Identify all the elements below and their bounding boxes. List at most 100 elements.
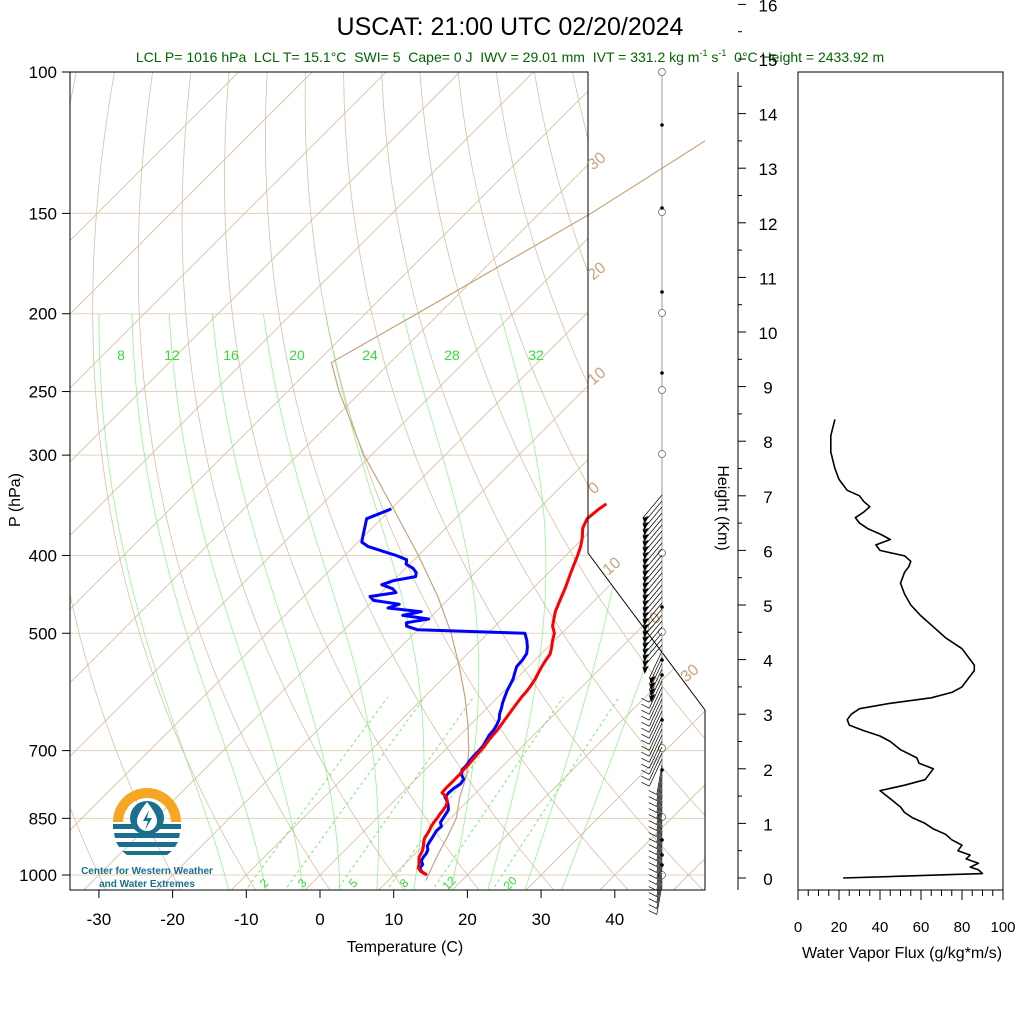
- wind-barb: [648, 878, 663, 909]
- height-tick-label: 12: [759, 215, 778, 234]
- subtitle-swi: SWI= 5: [354, 49, 401, 65]
- calm-wind-circle: [658, 68, 666, 76]
- logo-line2: and Water Extremes: [99, 879, 195, 890]
- wind-barb: [648, 854, 663, 885]
- isotherm-line: [70, 72, 313, 890]
- wind-barb: [649, 650, 663, 685]
- mixing-ratio-line: [430, 696, 564, 890]
- wind-barb: [648, 776, 663, 807]
- mixing-ratio-line: [283, 696, 426, 890]
- chart-subtitle: LCL P= 1016 hPa LCL T= 15.1°C SWI= 5 Cap…: [136, 48, 884, 65]
- wind-level-dot: [660, 371, 664, 375]
- pressure-tick-label: 500: [29, 624, 57, 643]
- wind-barb: [648, 848, 663, 879]
- temperature-tick-label: 0: [315, 910, 324, 929]
- subtitle-ivt-mid: s: [707, 49, 718, 65]
- height-tick-label: 4: [763, 652, 772, 671]
- moist-adiabat: [560, 313, 705, 890]
- moist-adiabat: [263, 313, 379, 890]
- temperature-tick-label: 10: [384, 910, 403, 929]
- wind-level-dot: [660, 206, 664, 210]
- wind-barb: [648, 794, 663, 825]
- moist-adiabat-label: 10: [600, 554, 625, 579]
- mixing-ratio-top-label: 12: [164, 347, 180, 363]
- flux-tick-label: 80: [954, 919, 971, 936]
- isotherm-line: [70, 72, 534, 890]
- subtitle-lcl-t: LCL T= 15.1°C: [254, 49, 346, 65]
- height-tick-label: 13: [759, 160, 778, 179]
- height-tick-label: 2: [763, 761, 772, 780]
- temperature-tick-label: -20: [160, 910, 185, 929]
- dewpoint-profile-line: [360, 507, 529, 877]
- skewt-profiles: [330, 140, 705, 881]
- wind-level-dot: [660, 290, 664, 294]
- wind-level-dot: [660, 123, 664, 127]
- isotherm-line: [81, 72, 705, 890]
- chart-title: USCAT: 21:00 UTC 02/20/2024: [337, 13, 684, 41]
- dry-adiabat: [304, 72, 631, 890]
- parcel-path-line: [330, 140, 705, 881]
- moist-adiabat-label: 20: [585, 259, 610, 284]
- flux-tick-label: 60: [913, 919, 930, 936]
- height-tick-label: 7: [763, 488, 772, 507]
- wind-barb: [648, 836, 663, 867]
- pressure-tick-label: 1000: [19, 866, 57, 885]
- height-tick-label: 6: [763, 542, 772, 561]
- calm-wind-circle: [658, 386, 666, 394]
- temperature-profile-line: [416, 502, 608, 877]
- wind-barb: [641, 734, 663, 763]
- isotherm-line: [70, 72, 461, 890]
- height-tick-label: 10: [759, 324, 778, 343]
- wind-barb: [641, 752, 663, 781]
- subtitle-lcl-p: LCL P= 1016 hPa: [136, 49, 247, 65]
- height-tick-label: 0: [763, 870, 772, 889]
- isotherm-line: [70, 72, 682, 890]
- wind-barb: [649, 668, 663, 703]
- subtitle-ivt-exp1: -1: [699, 48, 707, 58]
- cw3e-logo: Center for Western Weather and Water Ext…: [81, 788, 213, 890]
- calm-wind-circle: [658, 309, 666, 317]
- wind-barb: [641, 674, 663, 703]
- temperature-tick-label: 30: [532, 910, 551, 929]
- wind-barb: [648, 782, 663, 813]
- isotherm-line: [155, 72, 705, 890]
- height-tick-label: 16: [759, 0, 778, 15]
- moist-adiabat-label: 30: [678, 661, 703, 686]
- wind-barb: [641, 698, 663, 727]
- wind-barb: [648, 770, 663, 801]
- pressure-tick-label: 400: [29, 546, 57, 565]
- wind-barb: [648, 806, 663, 837]
- wind-barb: [648, 866, 663, 897]
- mixing-ratio-line: [490, 696, 620, 890]
- wind-barb: [648, 872, 663, 903]
- flux-profile-line: [830, 419, 984, 879]
- mixing-ratio-top-label: 20: [289, 347, 305, 363]
- y-axis-label: P (hPa): [7, 473, 24, 527]
- wind-barb: [642, 644, 663, 674]
- water-vapor-flux-panel: 0 20 40 60 80 100 Water Vapor Flux (g/kg*m/s): [794, 71, 1016, 962]
- skewt-border: [69, 71, 706, 891]
- flux-tick-label: 20: [831, 919, 848, 936]
- wind-barb: [648, 842, 663, 873]
- wind-barb: [641, 740, 663, 769]
- mixing-ratio-bottom-label: 8: [397, 876, 412, 891]
- height-tick-label: 15: [759, 51, 778, 70]
- isotherm-line: [302, 72, 705, 890]
- mixing-ratio-line: [335, 696, 474, 890]
- isotherm-line: [70, 72, 705, 890]
- dry-adiabat: [264, 72, 556, 890]
- mixing-ratio-top-label: 8: [117, 347, 125, 363]
- pressure-tick-label: 850: [29, 809, 57, 828]
- dry-adiabat: [137, 72, 332, 890]
- subtitle-cape: Cape= 0 J: [408, 49, 472, 65]
- mixing-ratio-bottom-label: 3: [295, 876, 310, 891]
- logo-line1: Center for Western Weather: [81, 866, 213, 877]
- wind-barb: [641, 722, 663, 751]
- flux-tick-label: 0: [794, 919, 802, 936]
- wind-barb: [648, 818, 663, 849]
- pressure-tick-label: 250: [29, 383, 57, 402]
- moist-adiabat: [211, 313, 341, 890]
- wind-barb: [641, 728, 663, 757]
- dry-adiabat: [381, 72, 705, 890]
